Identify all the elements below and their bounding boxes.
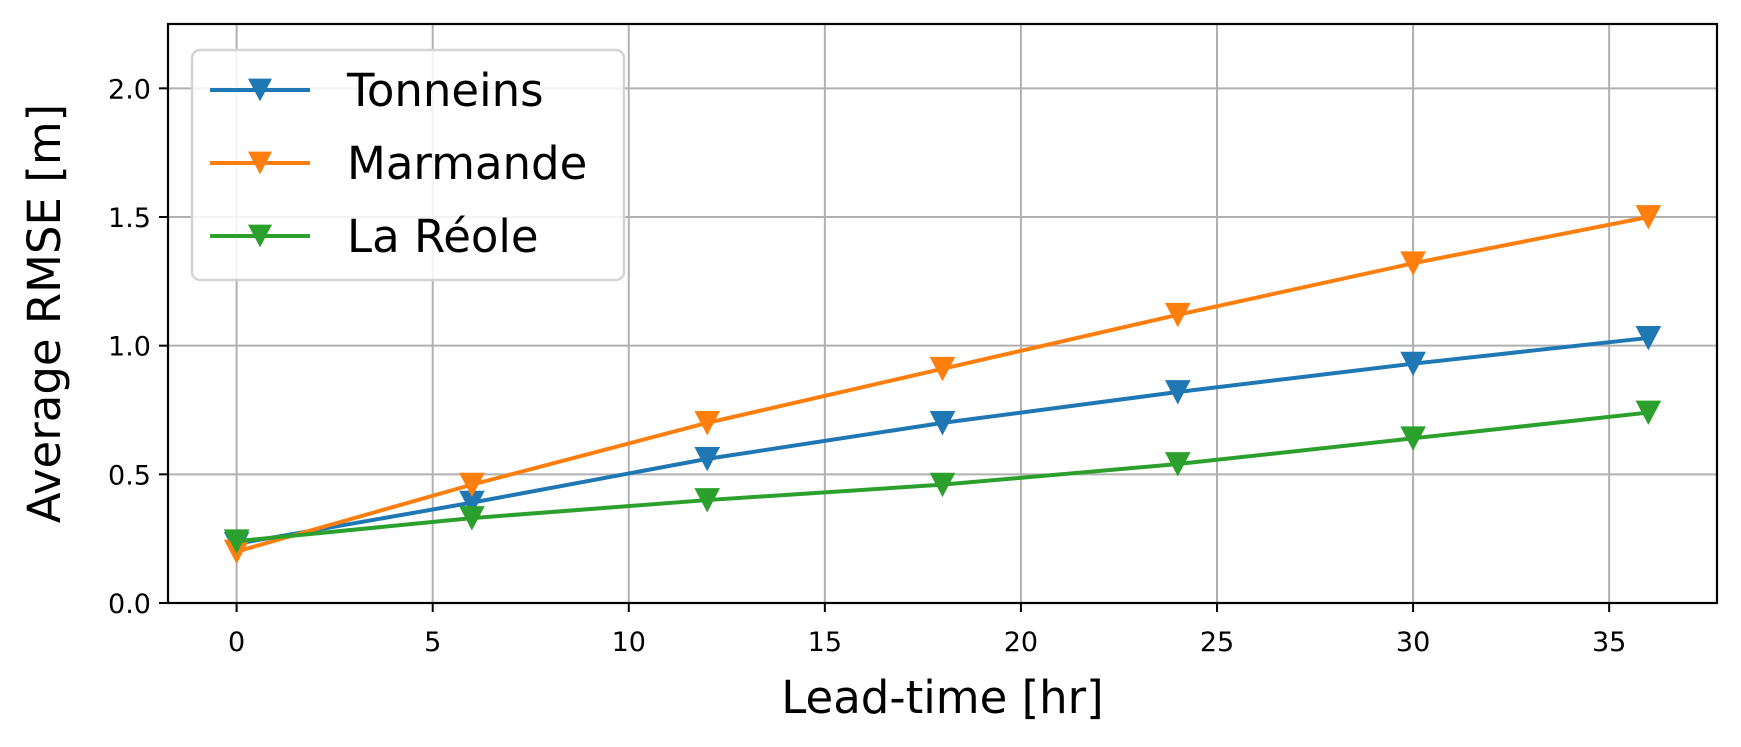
x-tick-label: 10 xyxy=(612,627,646,658)
data-point xyxy=(459,506,485,531)
legend-label: Tonneins xyxy=(346,64,544,117)
y-tick-label: 2.0 xyxy=(108,74,151,105)
data-point xyxy=(223,529,250,554)
legend-item: Marmande xyxy=(210,137,587,190)
plot-frame xyxy=(166,22,1719,605)
data-point xyxy=(1164,452,1191,477)
series-marmande xyxy=(223,205,1662,565)
x-tick-label: 15 xyxy=(808,627,842,658)
legend-marker xyxy=(248,78,272,102)
data-point xyxy=(1400,351,1426,377)
data-point xyxy=(1400,251,1426,276)
data-point xyxy=(694,446,721,472)
legend-label: Marmande xyxy=(347,137,587,190)
y-tick-label: 1.0 xyxy=(108,332,151,363)
legend-item: La Réole xyxy=(210,210,539,263)
data-point xyxy=(694,488,721,513)
y-tick-label: 0.0 xyxy=(108,589,151,620)
data-point xyxy=(1635,400,1662,426)
legend: Tonneins Marmande La Réole xyxy=(190,48,626,282)
legend-box xyxy=(190,48,626,282)
series-la-r-ole xyxy=(223,400,1662,554)
series-layer xyxy=(223,205,1662,565)
data-point xyxy=(1635,205,1662,230)
legend-marker xyxy=(248,224,272,248)
x-tick-label: 5 xyxy=(424,627,441,658)
data-point xyxy=(1164,302,1191,328)
axis-ticks: 0 5 10 15 20 25 30 35 0.0 0.5 1.0 1.5 2.0 xyxy=(108,74,1626,658)
x-tick-label: 0 xyxy=(228,627,245,658)
x-tick-label: 35 xyxy=(1592,627,1626,658)
data-point xyxy=(694,410,721,436)
x-tick-label: 20 xyxy=(1004,627,1038,658)
x-tick-label: 25 xyxy=(1200,627,1234,658)
x-tick-label: 30 xyxy=(1396,627,1430,658)
y-tick-label: 1.5 xyxy=(108,203,151,234)
data-point xyxy=(929,472,956,498)
y-tick-label: 0.5 xyxy=(108,460,151,491)
data-point xyxy=(1635,326,1662,351)
legend-marker xyxy=(248,151,272,175)
data-point xyxy=(1400,426,1426,451)
x-axis-label: Lead-time [hr] xyxy=(781,671,1103,724)
data-point xyxy=(1164,380,1191,405)
data-point xyxy=(459,472,485,498)
y-axis-label: Average RMSE [m] xyxy=(18,104,71,523)
data-point xyxy=(929,410,956,436)
legend-label: La Réole xyxy=(347,210,539,263)
data-point xyxy=(929,356,956,382)
legend-item: Tonneins xyxy=(210,64,544,117)
